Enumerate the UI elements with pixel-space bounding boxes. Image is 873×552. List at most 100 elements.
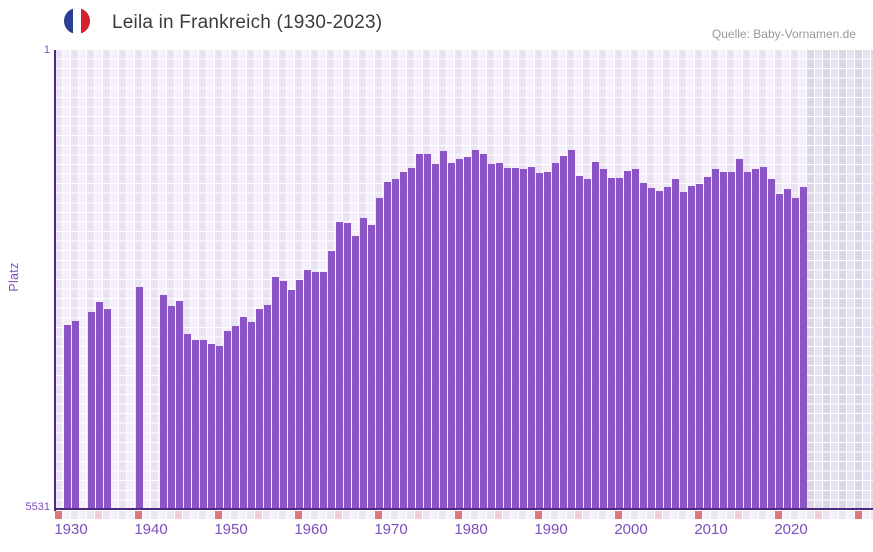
bar-1979[interactable] bbox=[448, 162, 455, 509]
bar-1980[interactable] bbox=[456, 159, 463, 509]
bar-1969[interactable] bbox=[368, 225, 375, 509]
bar-1972[interactable] bbox=[392, 178, 399, 509]
bar-1945[interactable] bbox=[176, 301, 183, 509]
bar-2005[interactable] bbox=[656, 191, 663, 509]
bar-1974[interactable] bbox=[408, 167, 415, 509]
bar-1982[interactable] bbox=[472, 149, 479, 509]
bar-1953[interactable] bbox=[240, 317, 247, 509]
bar-1943[interactable] bbox=[160, 294, 167, 509]
bar-1944[interactable] bbox=[168, 306, 175, 509]
bar-1958[interactable] bbox=[280, 280, 287, 509]
bar-1978[interactable] bbox=[440, 151, 447, 509]
bar-1963[interactable] bbox=[320, 272, 327, 509]
bar-1956[interactable] bbox=[264, 304, 271, 509]
x-tick-1978 bbox=[439, 511, 446, 519]
bar-2014[interactable] bbox=[728, 171, 735, 509]
bar-1959[interactable] bbox=[288, 289, 295, 509]
x-tick-1941 bbox=[143, 511, 150, 519]
bar-1999[interactable] bbox=[608, 177, 615, 509]
bar-2007[interactable] bbox=[672, 179, 679, 509]
bar-1966[interactable] bbox=[344, 222, 351, 509]
bar-2013[interactable] bbox=[720, 171, 727, 509]
x-tick-1976 bbox=[423, 511, 430, 519]
bar-2015[interactable] bbox=[736, 158, 743, 509]
bar-1997[interactable] bbox=[592, 161, 599, 509]
x-tick-1942 bbox=[151, 511, 158, 519]
bar-1988[interactable] bbox=[520, 168, 527, 509]
bar-1994[interactable] bbox=[568, 149, 575, 509]
bar-1964[interactable] bbox=[328, 250, 335, 509]
bar-1936[interactable] bbox=[104, 308, 111, 509]
bar-1998[interactable] bbox=[600, 168, 607, 509]
bar-2016[interactable] bbox=[744, 171, 751, 509]
bar-2000[interactable] bbox=[616, 177, 623, 509]
x-tick-2025 bbox=[815, 511, 822, 519]
bar-1970[interactable] bbox=[376, 198, 383, 509]
bar-1983[interactable] bbox=[480, 153, 487, 509]
bar-1957[interactable] bbox=[272, 276, 279, 509]
bar-1986[interactable] bbox=[504, 167, 511, 509]
bar-2006[interactable] bbox=[664, 186, 671, 509]
bar-2021[interactable] bbox=[784, 189, 791, 509]
bar-2011[interactable] bbox=[704, 176, 711, 509]
bar-2023[interactable] bbox=[800, 186, 807, 509]
bar-1990[interactable] bbox=[536, 172, 543, 509]
bar-1952[interactable] bbox=[232, 326, 239, 509]
bar-1960[interactable] bbox=[296, 279, 303, 509]
x-tick-2032 bbox=[871, 511, 873, 519]
bar-2012[interactable] bbox=[712, 168, 719, 509]
x-tick-1991 bbox=[543, 511, 550, 519]
bar-1951[interactable] bbox=[224, 331, 231, 509]
bar-2009[interactable] bbox=[688, 186, 695, 509]
bar-1962[interactable] bbox=[312, 271, 319, 509]
bar-2017[interactable] bbox=[752, 169, 759, 509]
bar-1996[interactable] bbox=[584, 178, 591, 509]
bar-1971[interactable] bbox=[384, 181, 391, 509]
bar-1992[interactable] bbox=[552, 162, 559, 509]
bar-1932[interactable] bbox=[72, 321, 79, 509]
bar-1931[interactable] bbox=[64, 324, 71, 509]
bar-1934[interactable] bbox=[88, 312, 95, 509]
bar-1954[interactable] bbox=[248, 322, 255, 509]
bar-1948[interactable] bbox=[200, 339, 207, 509]
x-tick-2016 bbox=[743, 511, 750, 519]
bar-1977[interactable] bbox=[432, 163, 439, 509]
bar-2008[interactable] bbox=[680, 191, 687, 509]
bar-1993[interactable] bbox=[560, 156, 567, 509]
bar-1975[interactable] bbox=[416, 153, 423, 509]
bar-2010[interactable] bbox=[696, 183, 703, 509]
bar-1995[interactable] bbox=[576, 176, 583, 509]
bar-1973[interactable] bbox=[400, 171, 407, 509]
bar-2001[interactable] bbox=[624, 171, 631, 509]
bar-1968[interactable] bbox=[360, 218, 367, 509]
bar-1949[interactable] bbox=[208, 343, 215, 509]
bar-1984[interactable] bbox=[488, 163, 495, 509]
bar-2020[interactable] bbox=[776, 193, 783, 509]
bar-2022[interactable] bbox=[792, 198, 799, 509]
bar-1950[interactable] bbox=[216, 346, 223, 509]
bar-1947[interactable] bbox=[192, 340, 199, 509]
bar-1940[interactable] bbox=[136, 287, 143, 509]
bar-2004[interactable] bbox=[648, 187, 655, 509]
bar-1955[interactable] bbox=[256, 308, 263, 509]
bar-2003[interactable] bbox=[640, 182, 647, 509]
x-tick-2026 bbox=[823, 511, 830, 519]
bar-1961[interactable] bbox=[304, 269, 311, 509]
bar-1935[interactable] bbox=[96, 302, 103, 509]
bar-1987[interactable] bbox=[512, 167, 519, 509]
x-tick-2004 bbox=[647, 511, 654, 519]
bar-2002[interactable] bbox=[632, 169, 639, 509]
bar-1946[interactable] bbox=[184, 333, 191, 509]
bar-1965[interactable] bbox=[336, 221, 343, 509]
bar-1981[interactable] bbox=[464, 156, 471, 509]
bar-1985[interactable] bbox=[496, 162, 503, 509]
x-tick-1974 bbox=[407, 511, 414, 519]
x-tick-1984 bbox=[487, 511, 494, 519]
bar-2019[interactable] bbox=[768, 178, 775, 509]
bar-1991[interactable] bbox=[544, 171, 551, 509]
bar-1989[interactable] bbox=[528, 166, 535, 509]
bar-1967[interactable] bbox=[352, 235, 359, 509]
bar-1976[interactable] bbox=[424, 153, 431, 509]
bar-2018[interactable] bbox=[760, 166, 767, 509]
x-tick-1936 bbox=[103, 511, 110, 519]
